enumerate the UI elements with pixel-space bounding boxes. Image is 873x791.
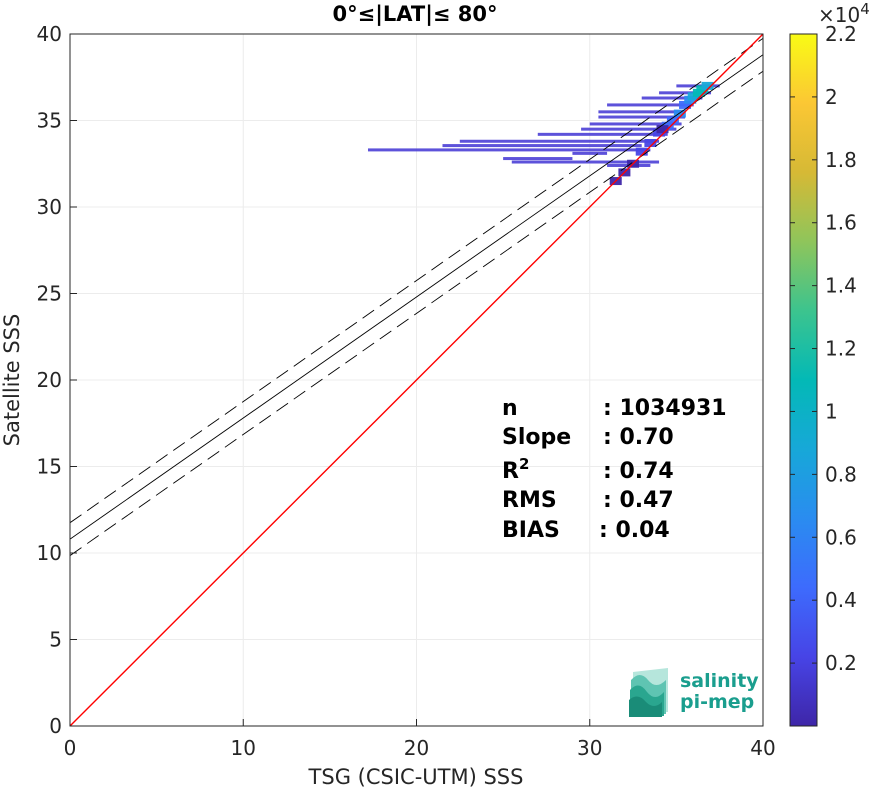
colorbar-tick-label: 1 <box>825 399 838 423</box>
density-cell <box>644 138 657 147</box>
y-tick-label: 20 <box>37 368 62 392</box>
colorbar-ticks: 0.2 0.4 0.6 0.8 1 1.2 1.4 1.6 1.8 2 2.2 <box>790 22 857 675</box>
colorbar-tick-label: 1.8 <box>825 148 857 172</box>
density-streak <box>442 144 642 148</box>
stat-label: BIAS <box>502 518 560 543</box>
density-streak <box>572 151 608 155</box>
wave-logo-icon <box>629 668 668 717</box>
y-tick-label: 30 <box>37 195 62 219</box>
chart-title: 0°≤|LAT|≤ 80° <box>332 2 497 27</box>
density-streak <box>659 91 712 95</box>
density-cell <box>701 81 714 90</box>
identity-line <box>70 34 763 726</box>
density-streak <box>367 148 651 152</box>
stat-value: : 0.70 <box>603 425 674 450</box>
fit-upper-bound-line <box>70 37 763 524</box>
stat-value: : 0.04 <box>599 518 670 543</box>
density-streak <box>459 139 660 143</box>
y-tick-label: 25 <box>37 282 62 306</box>
colorbar-tick-label: 2.2 <box>825 22 857 46</box>
colorbar-multiplier: ×104 <box>818 0 870 27</box>
colorbar-exponent: 4 <box>860 0 870 18</box>
stat-value: : 0.47 <box>603 488 674 513</box>
colorbar-tick-label: 0.4 <box>825 588 857 612</box>
density-cell <box>635 147 648 156</box>
density-streak <box>641 96 703 100</box>
axis-ticks: 0 10 20 30 40 0 5 10 15 20 25 30 35 40 <box>37 22 776 760</box>
stat-value: : 0.74 <box>603 459 674 484</box>
density-streak <box>589 122 682 126</box>
stat-label-superscript: 2 <box>519 455 529 473</box>
colorbar <box>789 33 818 727</box>
density-cell <box>656 125 669 134</box>
x-tick-label: 10 <box>231 736 256 760</box>
density-streak <box>607 103 694 107</box>
colorbar-tick-label: 0.2 <box>825 651 857 675</box>
density-cell <box>679 100 692 109</box>
logo-text-pi-mep: pi-mep <box>680 691 754 713</box>
stat-label: RMS <box>502 488 557 513</box>
x-tick-label: 40 <box>750 736 775 760</box>
stat-value: : 1034931 <box>603 396 727 421</box>
x-tick-label: 20 <box>404 736 429 760</box>
logo-text-salinity: salinity <box>680 670 759 692</box>
density-streak <box>581 127 677 131</box>
stat-label: Slope <box>502 425 571 450</box>
colorbar-tick-label: 1.2 <box>825 337 857 361</box>
y-tick-label: 0 <box>49 714 62 738</box>
density-streak <box>598 110 686 114</box>
colorbar-tick-label: 1.4 <box>825 274 857 298</box>
y-tick-label: 5 <box>49 628 62 652</box>
density-streak <box>511 160 660 164</box>
y-axis-label: Satellite SSS <box>0 314 24 447</box>
colorbar-tick-label: 2 <box>825 85 838 109</box>
density-cell <box>673 109 686 118</box>
density-streak <box>537 132 668 136</box>
density-streak <box>598 115 686 119</box>
fit-lower-bound-line <box>70 70 763 556</box>
x-axis-label: TSG (CSIC-UTM) SSS <box>308 765 524 789</box>
x-tick-label: 30 <box>577 736 602 760</box>
density-cell <box>666 116 679 125</box>
colorbar-tick-label: 0.6 <box>825 525 857 549</box>
y-tick-label: 10 <box>37 541 62 565</box>
colorbar-tick-label: 0.8 <box>825 462 857 486</box>
x-tick-label: 0 <box>64 736 77 760</box>
regression-fit-line <box>70 54 763 540</box>
stat-label: n <box>502 396 518 421</box>
density-streak <box>503 157 573 161</box>
colorbar-tick-label: 1.6 <box>825 211 857 235</box>
y-tick-label: 35 <box>37 109 62 133</box>
y-tick-label: 15 <box>37 455 62 479</box>
y-tick-label: 40 <box>37 22 62 46</box>
salinity-pi-mep-logo: salinity pi-mep <box>629 668 759 717</box>
